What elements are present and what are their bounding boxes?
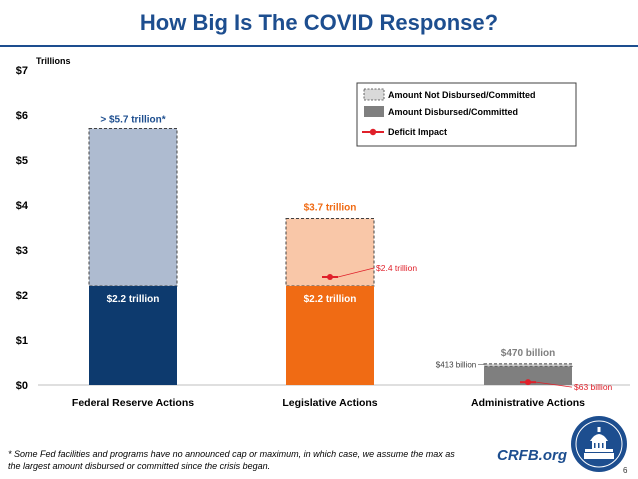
bar-not-disbursed: [483, 363, 573, 367]
bar-disbursed: [89, 286, 177, 385]
legend-swatch-not-disbursed: [363, 88, 385, 101]
y-tick-label: $7: [16, 65, 28, 77]
legend-label-not-disbursed: Amount Not Disbursed/Committed: [388, 90, 536, 100]
y-tick-label: $6: [16, 110, 28, 122]
bar-not-disbursed: [88, 128, 178, 287]
deficit-marker-point: [327, 274, 333, 280]
bar-disbursed: [484, 366, 572, 385]
bar-disbursed-label: $2.2 trillion: [304, 294, 357, 305]
bar-total-label: $3.7 trillion: [304, 203, 357, 214]
bar-disbursed: [286, 286, 374, 385]
page-title: How Big Is The COVID Response?: [139, 10, 499, 35]
page-number: 6: [623, 466, 628, 475]
deficit-leader-line: [535, 381, 573, 388]
y-tick-label: $3: [16, 245, 28, 257]
y-tick-label: $5: [16, 155, 28, 167]
footnote: * Some Fed facilities and programs have …: [8, 449, 455, 471]
x-category-label: Federal Reserve Actions: [72, 397, 194, 409]
x-category-label: Legislative Actions: [282, 397, 377, 409]
capitol-seal-logo: [571, 416, 627, 472]
legend-swatch-deficit-point: [369, 128, 377, 136]
deficit-leader-line: [337, 267, 375, 278]
brand-link[interactable]: CRFB.org: [497, 447, 567, 464]
bar-disbursed-label: $413 billion: [436, 360, 476, 369]
deficit-marker-point: [525, 379, 531, 386]
x-category-label: Administrative Actions: [471, 397, 585, 409]
legend-swatch-disbursed: [364, 106, 384, 117]
y-tick-label: $0: [16, 380, 28, 392]
title-divider: [0, 45, 638, 47]
bar-total-label: $470 billion: [501, 348, 555, 359]
chart-legend: Amount Not Disbursed/Committed Amount Dis…: [356, 82, 577, 147]
legend-label-disbursed: Amount Disbursed/Committed: [388, 107, 518, 117]
deficit-label: $2.4 trillion: [376, 263, 417, 273]
legend-label-deficit: Deficit Impact: [388, 127, 447, 137]
deficit-label: $63 billion: [574, 382, 613, 392]
bar-disbursed-label: $2.2 trillion: [107, 294, 160, 305]
y-tick-label: $1: [16, 335, 28, 347]
y-tick-label: $2: [16, 290, 28, 302]
legend-box: [356, 82, 577, 147]
bar-total-label: > $5.7 trillion*: [100, 115, 165, 126]
y-axis-label: Trillions: [36, 56, 71, 66]
y-tick-label: $4: [16, 200, 29, 212]
